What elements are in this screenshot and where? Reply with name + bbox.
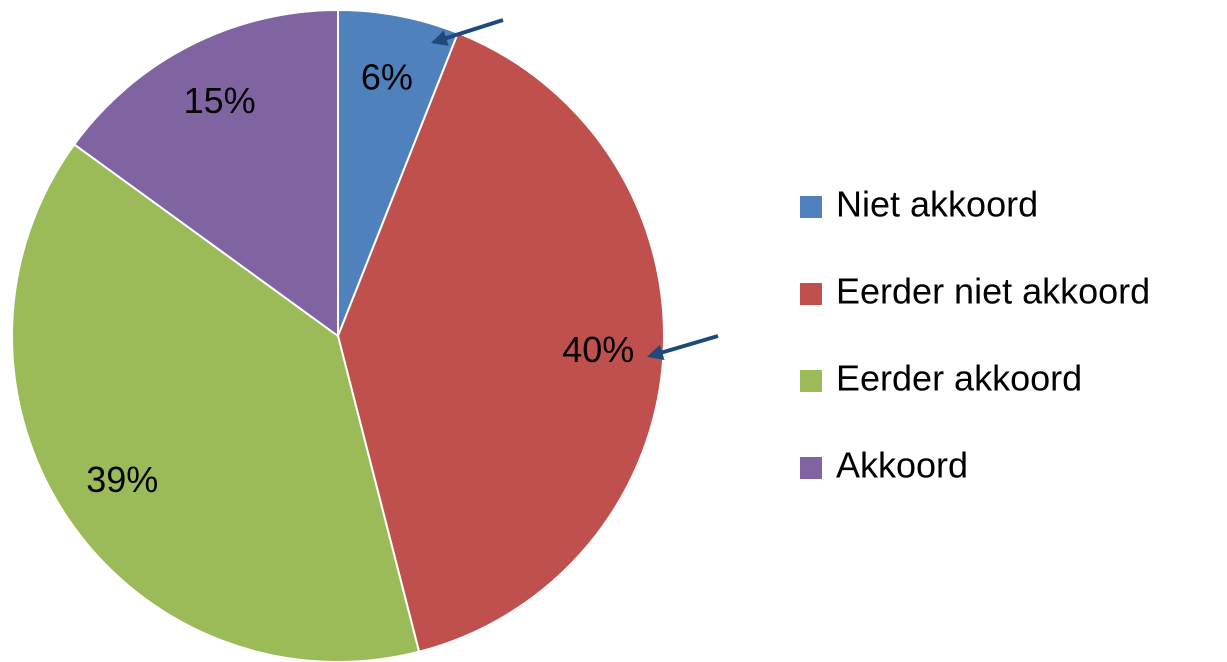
data-label: 40% xyxy=(562,329,634,370)
legend-label: Akkoord xyxy=(836,445,968,486)
legend-swatch xyxy=(800,457,822,479)
data-label: 15% xyxy=(184,80,256,121)
data-label: 39% xyxy=(86,459,158,500)
arrow xyxy=(646,334,719,361)
legend-swatch xyxy=(800,196,822,218)
legend: Niet akkoord Eerder niet akkoord Eerder ak… xyxy=(800,184,1150,486)
pie-slice xyxy=(72,8,339,338)
pie-slice xyxy=(11,142,421,662)
legend-swatch xyxy=(800,370,822,392)
legend-label: Eerder niet akkoord xyxy=(836,271,1150,312)
data-label: 6% xyxy=(361,56,413,97)
legend-label: Niet akkoord xyxy=(836,184,1038,225)
legend-label: Eerder akkoord xyxy=(836,358,1082,399)
arrow xyxy=(430,18,504,46)
legend-swatch xyxy=(800,283,822,305)
pie: 6% 40% 39% 15% xyxy=(11,8,665,662)
pie-slice xyxy=(337,8,460,337)
